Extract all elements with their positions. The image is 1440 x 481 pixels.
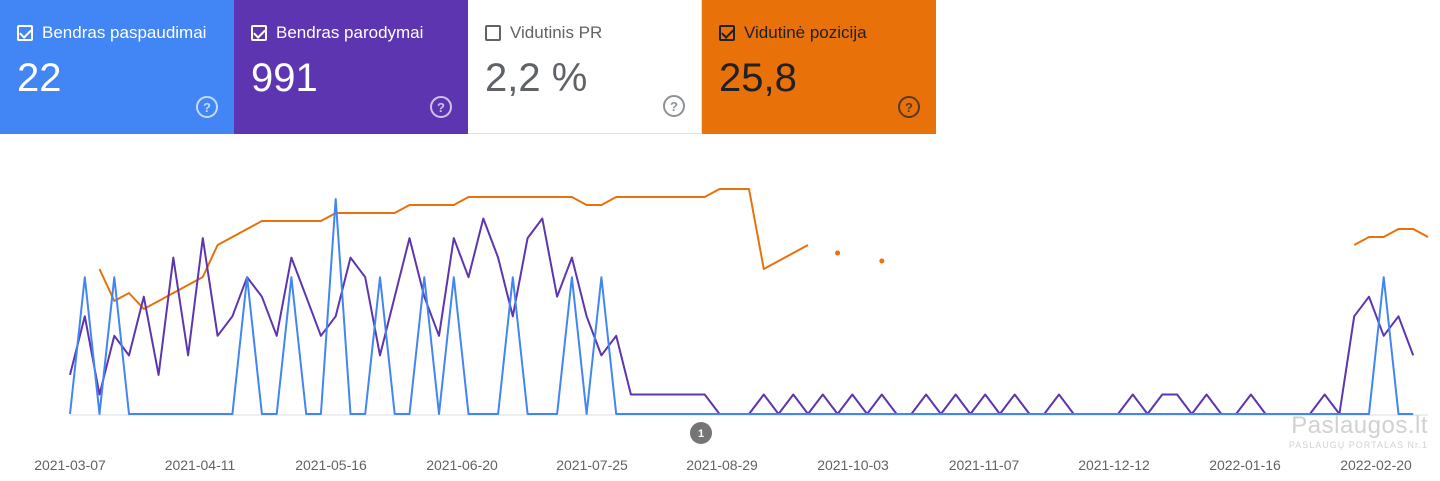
checkbox[interactable] [17,25,33,41]
checkbox[interactable] [719,25,735,41]
watermark-text: Paslaugos.lt [1291,412,1428,439]
checkbox[interactable] [485,25,501,41]
annotation-marker [690,422,712,444]
metric-value: 25,8 [719,56,797,100]
metric-label: Bendras parodymai [276,23,424,42]
x-tick-label: 2021-11-07 [949,457,1020,473]
metric-label: Vidutinis PR [510,23,603,42]
x-tick-label: 2021-05-16 [295,457,367,473]
series-line-2 [69,198,1414,415]
x-tick-label: 2022-02-20 [1340,457,1412,473]
series-line-1 [69,217,1415,415]
metric-cards: Bendras paspaudimai 22 ? Bendras parodym… [0,0,936,134]
series-point [835,250,841,256]
x-tick-label: 2021-03-07 [34,457,106,473]
watermark-badge: Nr.1 [1407,440,1428,450]
metric-label: Bendras paspaudimai [42,23,207,42]
metric-value: 991 [251,56,318,100]
help-icon[interactable]: ? [196,96,218,118]
metric-card-clicks[interactable]: Bendras paspaudimai 22 ? [0,0,234,134]
x-tick-label: 2021-10-03 [817,457,889,473]
x-tick-label: 2022-01-16 [1209,457,1281,473]
x-tick-label: 2021-06-20 [426,457,498,473]
help-icon[interactable]: ? [430,96,452,118]
metric-card-ctr[interactable]: Vidutinis PR 2,2 % ? [468,0,702,134]
watermark-subtext: PASLAUGŲ PORTALAS [1288,440,1404,450]
performance-chart: 2021-03-07 2021-04-11 2021-05-16 2021-06-20… [34,188,1429,473]
metric-card-impressions[interactable]: Bendras parodymai 991 ? [234,0,468,134]
series-point [879,258,885,264]
metric-value: 2,2 % [485,56,588,100]
checkbox[interactable] [251,25,267,41]
x-tick-label: 2021-08-29 [686,457,758,473]
series-line-0 [98,188,1429,310]
x-tick-label: 2021-07-25 [556,457,628,473]
metric-value: 22 [17,56,62,100]
metric-card-position[interactable]: Vidutinė pozicija 25,8 ? [702,0,936,134]
help-icon[interactable]: ? [898,96,920,118]
watermark-logo: Paslaugos.lt PASLAUGŲ PORTALAS Nr.1 [1289,412,1428,450]
metric-label: Vidutinė pozicija [744,23,867,42]
help-icon[interactable]: ? [663,95,685,117]
x-tick-label: 2021-12-12 [1078,457,1150,473]
x-tick-label: 2021-04-11 [165,457,236,473]
annotation-marker-label: 1 [698,428,704,440]
